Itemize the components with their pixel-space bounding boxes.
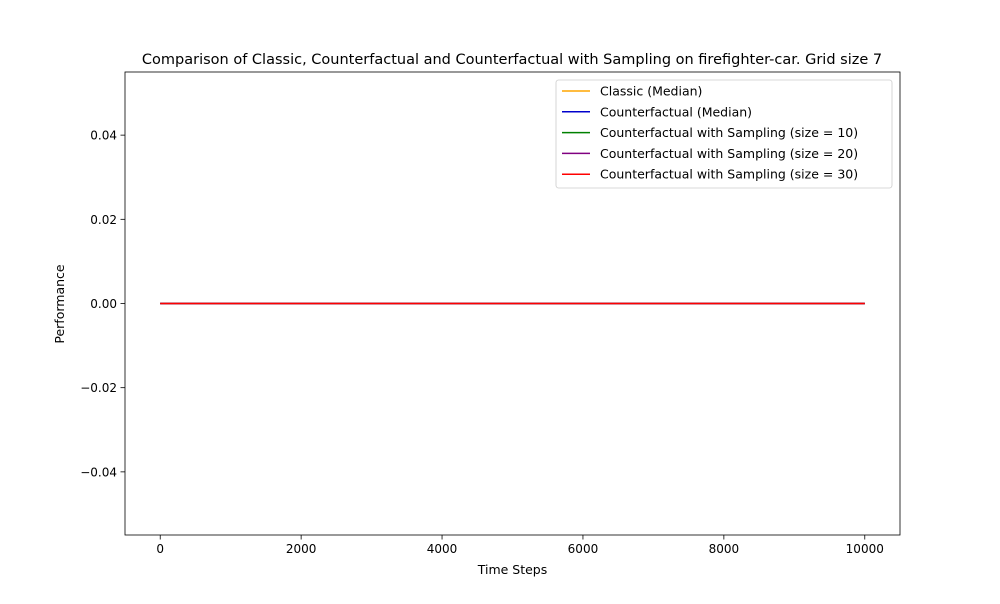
y-tick-label: 0.04 [90,129,117,143]
x-tick-label: 6000 [568,542,599,556]
x-tick-label: 8000 [709,542,740,556]
legend-label-4: Counterfactual with Sampling (size = 20) [600,146,858,161]
x-tick-label: 4000 [427,542,458,556]
y-tick-label: −0.04 [80,465,117,479]
legend-label-5: Counterfactual with Sampling (size = 30) [600,167,858,182]
legend-label-3: Counterfactual with Sampling (size = 10) [600,125,858,140]
legend-box [555,79,893,189]
y-tick-label: 0.02 [90,213,117,227]
legend-label-1: Classic (Median) [600,84,702,99]
y-tick-label: 0.00 [90,297,117,311]
y-tick-label: −0.02 [80,381,117,395]
x-tick-label: 0 [156,542,164,556]
chart-title: Comparison of Classic, Counterfactual an… [142,52,882,68]
axes-layer: 0 2000 4000 6000 8000 10000 −0.04 −0.02 0.00 0.02… [80,71,901,556]
legend: Classic (Median) Counterfactual (Median) C… [555,79,893,189]
x-axis-label: Time Steps [477,562,548,577]
y-axis-label: Performance [52,264,67,344]
x-tick-label: 10000 [846,542,884,556]
x-tick-label: 2000 [286,542,317,556]
legend-label-2: Counterfactual (Median) [600,104,752,119]
